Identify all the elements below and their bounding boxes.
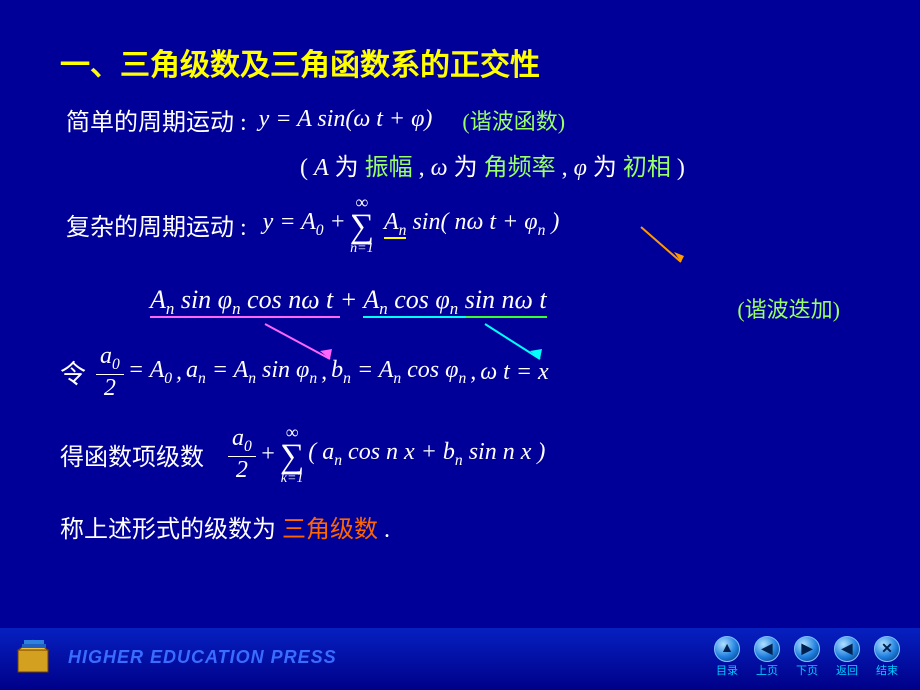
final-dot: . <box>384 517 390 543</box>
section-title: 一、三角级数及三角函数系的正交性 <box>60 40 860 84</box>
let-line: 令 a0 2 = A0 , an = An sin φn , bn = An c… <box>60 343 860 402</box>
fns: 0 <box>112 356 120 373</box>
brand-text: HIGHER EDUCATION PRESS <box>68 647 337 668</box>
sep1: , <box>419 155 431 181</box>
result-label: 得函数项级数 <box>60 437 204 472</box>
omega-tail: 为 <box>454 155 478 181</box>
An-a: A <box>384 209 399 235</box>
amp-sym: A <box>314 155 329 181</box>
up-triangle-icon: ▲ <box>714 636 740 662</box>
next-icon: ▶ <box>794 636 820 662</box>
harmonic-note: (谐波函数) <box>462 104 565 136</box>
expand-part1: An sin φn cos nω t <box>150 285 340 318</box>
phase-word: 初相 <box>623 155 671 181</box>
footer-bar: HIGHER EDUCATION PRESS ▲目录 ◀上页 ▶下页 ◀返回 ✕… <box>0 628 920 690</box>
an-def: an = An sin φn <box>186 357 317 388</box>
p1-a: A <box>150 285 166 314</box>
rns: 0 <box>244 438 252 455</box>
nav-label: 结束 <box>876 662 898 678</box>
back-icon: ◀ <box>834 636 860 662</box>
sigma2-icon: ∑ <box>280 443 304 471</box>
expand-green: sin nω t <box>465 285 547 318</box>
expand-line: An sin φn cos nω t + An cos φn sin nω t <box>150 285 860 319</box>
sum-bot: n=1 <box>350 241 374 257</box>
nav-next-button[interactable]: ▶下页 <box>794 636 820 678</box>
amp-word: 振幅 <box>365 155 413 181</box>
trig-series-term: 三角级数 <box>282 517 378 543</box>
expand-plus: + <box>340 285 364 314</box>
sep2: , <box>562 155 574 181</box>
close-icon: ✕ <box>874 636 900 662</box>
sep-1: , <box>176 359 182 386</box>
rsb: k=1 <box>280 471 304 487</box>
let-label: 令 <box>60 354 86 391</box>
freq-word: 角频率 <box>484 155 556 181</box>
p2-c: sin nω t <box>465 285 547 314</box>
nav-prev-button[interactable]: ◀上页 <box>754 636 780 678</box>
p2-b: cos φ <box>388 285 450 314</box>
nav-label: 上页 <box>756 662 778 678</box>
brand-logo-icon <box>12 636 58 678</box>
param-line: ( A 为 振幅 , ω 为 角频率 , φ 为 初相 ) <box>300 147 860 182</box>
final-pre: 称上述形式的级数为 <box>60 517 276 543</box>
complex-label: 复杂的周期运动 : <box>66 207 247 242</box>
res-sum: ∞ ∑ k=1 <box>280 422 304 487</box>
p1-c: cos nω t <box>241 285 334 314</box>
p2-s2: n <box>450 299 458 318</box>
res-frac: a0 2 <box>228 425 256 484</box>
final-line: 称上述形式的级数为 三角级数 . <box>60 509 860 544</box>
res-plus: + <box>260 441 276 468</box>
rd: 2 <box>228 457 256 484</box>
complex-term: An sin( nω t + φn ) <box>384 209 559 240</box>
sum-symbol: ∞ ∑ n=1 <box>350 192 374 257</box>
sep-2: , <box>321 359 327 386</box>
simple-eq: y = A sin(ω t + φ) <box>259 106 433 133</box>
paren-tail: ) <box>545 209 559 235</box>
brand-block: HIGHER EDUCATION PRESS <box>12 636 337 678</box>
a0-over-2: a0 2 <box>96 343 124 402</box>
p2-s: n <box>379 299 387 318</box>
prev-icon: ◀ <box>754 636 780 662</box>
nav-back-button[interactable]: ◀返回 <box>834 636 860 678</box>
amp-tail: 为 <box>335 155 359 181</box>
sigma-icon: ∑ <box>350 213 374 241</box>
nav-label: 下页 <box>796 662 818 678</box>
phi-sym: φ <box>574 155 587 181</box>
paren-open: ( <box>300 155 314 181</box>
p1-b: sin φ <box>174 285 232 314</box>
res-body: ( an cos n x + bn sin n x ) <box>308 439 545 470</box>
fd: 2 <box>96 375 124 402</box>
fn: a <box>100 343 112 369</box>
plus: + <box>324 209 346 235</box>
expand-part2: An cos φn <box>363 285 464 318</box>
phi-tail: 为 <box>593 155 617 181</box>
y-eq-a: y = A <box>263 209 316 235</box>
wt-eq-x: ω t = x <box>480 359 548 386</box>
bn-def: bn = An cos φn <box>331 357 466 388</box>
simple-label: 简单的周期运动 : <box>66 102 247 137</box>
nav-label: 目录 <box>716 662 738 678</box>
arrow-orange-icon <box>636 222 696 272</box>
eq-a0: = A0 <box>128 357 172 388</box>
paren-close: ) <box>677 155 685 181</box>
nav-end-button[interactable]: ✕结束 <box>874 636 900 678</box>
complex-eq-pre: y = A0 + <box>263 209 346 240</box>
complex-motion-line: 复杂的周期运动 : y = A0 + ∞ ∑ n=1 An sin( nω t … <box>66 192 860 257</box>
simple-motion-line: 简单的周期运动 : y = A sin(ω t + φ) (谐波函数) <box>66 102 860 137</box>
p1-s2: n <box>232 299 240 318</box>
omega-sym: ω <box>431 155 448 181</box>
rn: a <box>232 425 244 451</box>
sep-3: , <box>470 359 476 386</box>
sin-mid: sin( nω t + φ <box>406 209 537 235</box>
result-line: 得函数项级数 a0 2 + ∞ ∑ k=1 ( an cos n x + bn … <box>60 422 860 487</box>
p2-a: A <box>363 285 379 314</box>
nav-buttons: ▲目录 ◀上页 ▶下页 ◀返回 ✕结束 <box>714 636 900 678</box>
nav-toc-button[interactable]: ▲目录 <box>714 636 740 678</box>
nav-label: 返回 <box>836 662 858 678</box>
